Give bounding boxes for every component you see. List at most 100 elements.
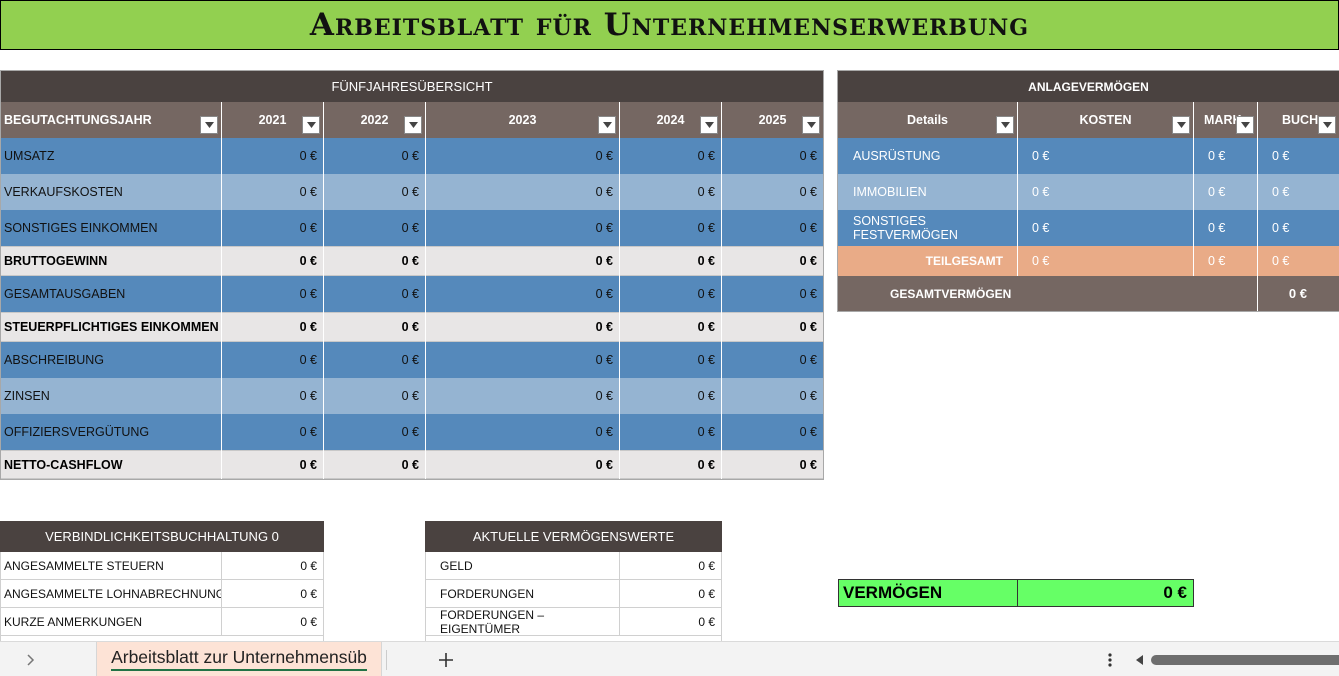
overview-value-cell[interactable]: 0 € bbox=[324, 246, 425, 276]
overview-value-cell[interactable]: 0 € bbox=[324, 174, 425, 210]
overview-value-cell[interactable]: 0 € bbox=[426, 276, 619, 312]
overview-value-cell[interactable]: 0 € bbox=[222, 138, 323, 174]
overview-value-cell[interactable]: 0 € bbox=[426, 378, 619, 414]
current-asset-row-value[interactable]: 0 € bbox=[620, 552, 722, 580]
col-header-2023[interactable]: 2023 bbox=[426, 102, 619, 138]
scroll-left-icon[interactable] bbox=[1133, 653, 1147, 667]
overview-value-cell[interactable]: 0 € bbox=[722, 378, 823, 414]
filter-dropdown-icon[interactable] bbox=[200, 116, 218, 134]
fixed-asset-row-label[interactable]: SONSTIGES FESTVERMÖGEN bbox=[838, 210, 1017, 246]
overview-value-cell[interactable]: 0 € bbox=[324, 276, 425, 312]
liability-row-value[interactable]: 0 € bbox=[222, 552, 324, 580]
overview-value-cell[interactable]: 0 € bbox=[426, 210, 619, 246]
filter-dropdown-icon[interactable] bbox=[802, 116, 820, 134]
overview-value-cell[interactable]: 0 € bbox=[222, 210, 323, 246]
overview-value-cell[interactable]: 0 € bbox=[222, 342, 323, 378]
overview-value-cell[interactable]: 0 € bbox=[620, 312, 721, 342]
overview-value-cell[interactable]: 0 € bbox=[222, 276, 323, 312]
overview-row-label[interactable]: ZINSEN bbox=[1, 378, 221, 414]
fixed-asset-cost[interactable]: 0 € bbox=[1018, 174, 1193, 210]
overview-value-cell[interactable]: 0 € bbox=[222, 414, 323, 450]
fixed-asset-cost[interactable]: 0 € bbox=[1018, 138, 1193, 174]
overview-value-cell[interactable]: 0 € bbox=[722, 174, 823, 210]
overview-value-cell[interactable]: 0 € bbox=[620, 414, 721, 450]
overview-value-cell[interactable]: 0 € bbox=[426, 138, 619, 174]
current-asset-row-label[interactable]: GELD bbox=[425, 552, 620, 580]
current-asset-row-value[interactable]: 0 € bbox=[620, 608, 722, 636]
liability-row-label[interactable]: ANGESAMMELTE LOHNABRECHNUNG bbox=[0, 580, 222, 608]
filter-dropdown-icon[interactable] bbox=[598, 116, 616, 134]
fixed-asset-row-label[interactable]: IMMOBILIEN bbox=[838, 174, 1017, 210]
subtotal-cost[interactable]: 0 € bbox=[1018, 246, 1193, 276]
filter-dropdown-icon[interactable] bbox=[700, 116, 718, 134]
overview-value-cell[interactable]: 0 € bbox=[426, 312, 619, 342]
overview-value-cell[interactable]: 0 € bbox=[324, 450, 425, 479]
overview-value-cell[interactable]: 0 € bbox=[620, 174, 721, 210]
fixed-asset-book[interactable]: 0 € bbox=[1258, 138, 1339, 174]
filter-dropdown-icon[interactable] bbox=[302, 116, 320, 134]
current-asset-row-label[interactable]: FORDERUNGEN bbox=[425, 580, 620, 608]
overview-value-cell[interactable]: 0 € bbox=[222, 174, 323, 210]
sheet-tab-active[interactable]: Arbeitsblatt zur Unternehmensüb bbox=[96, 642, 382, 676]
subtotal-mark[interactable]: 0 € bbox=[1194, 246, 1257, 276]
fixed-asset-mark[interactable]: 0 € bbox=[1194, 174, 1257, 210]
overview-value-cell[interactable]: 0 € bbox=[222, 312, 323, 342]
overview-row-label[interactable]: VERKAUFSKOSTEN bbox=[1, 174, 221, 210]
overview-value-cell[interactable]: 0 € bbox=[620, 138, 721, 174]
fixed-asset-mark[interactable]: 0 € bbox=[1194, 210, 1257, 246]
overview-value-cell[interactable]: 0 € bbox=[620, 450, 721, 479]
overview-value-cell[interactable]: 0 € bbox=[426, 246, 619, 276]
overview-value-cell[interactable]: 0 € bbox=[722, 138, 823, 174]
subtotal-label[interactable]: TEILGESAMT bbox=[838, 246, 1017, 276]
overview-value-cell[interactable]: 0 € bbox=[324, 378, 425, 414]
overview-value-cell[interactable]: 0 € bbox=[722, 312, 823, 342]
fixed-asset-row-label[interactable]: AUSRÜSTUNG bbox=[838, 138, 1017, 174]
overview-value-cell[interactable]: 0 € bbox=[324, 210, 425, 246]
sheet-nav-chevron-icon[interactable] bbox=[22, 651, 40, 669]
overview-row-label[interactable]: ABSCHREIBUNG bbox=[1, 342, 221, 378]
fixed-asset-book[interactable]: 0 € bbox=[1258, 174, 1339, 210]
overview-value-cell[interactable]: 0 € bbox=[426, 414, 619, 450]
overview-value-cell[interactable]: 0 € bbox=[620, 342, 721, 378]
fixed-asset-mark[interactable]: 0 € bbox=[1194, 138, 1257, 174]
add-sheet-plus-icon[interactable] bbox=[436, 650, 456, 670]
overview-value-cell[interactable]: 0 € bbox=[722, 450, 823, 479]
filter-dropdown-icon[interactable] bbox=[1318, 116, 1336, 134]
overview-value-cell[interactable]: 0 € bbox=[620, 246, 721, 276]
filter-dropdown-icon[interactable] bbox=[996, 116, 1014, 134]
overview-value-cell[interactable]: 0 € bbox=[620, 276, 721, 312]
col-header-kosten[interactable]: KOSTEN bbox=[1018, 102, 1193, 138]
overview-row-label[interactable]: OFFIZIERSVERGÜTUNG bbox=[1, 414, 221, 450]
overview-value-cell[interactable]: 0 € bbox=[620, 378, 721, 414]
overview-value-cell[interactable]: 0 € bbox=[722, 342, 823, 378]
assets-total-value[interactable]: 0 € bbox=[1017, 579, 1194, 607]
filter-dropdown-icon[interactable] bbox=[1172, 116, 1190, 134]
subtotal-book[interactable]: 0 € bbox=[1258, 246, 1339, 276]
current-asset-row-label[interactable]: FORDERUNGEN – EIGENTÜMER bbox=[425, 608, 620, 636]
overview-row-label[interactable]: SONSTIGES EINKOMMEN bbox=[1, 210, 221, 246]
horizontal-scrollbar-thumb[interactable] bbox=[1151, 655, 1339, 665]
overview-value-cell[interactable]: 0 € bbox=[722, 276, 823, 312]
current-asset-row-value[interactable]: 0 € bbox=[620, 580, 722, 608]
overview-value-cell[interactable]: 0 € bbox=[222, 246, 323, 276]
overview-value-cell[interactable]: 0 € bbox=[324, 312, 425, 342]
overview-value-cell[interactable]: 0 € bbox=[426, 450, 619, 479]
col-header-details[interactable]: Details bbox=[838, 102, 1017, 138]
liability-row-value[interactable]: 0 € bbox=[222, 580, 324, 608]
overview-value-cell[interactable]: 0 € bbox=[324, 342, 425, 378]
overview-value-cell[interactable]: 0 € bbox=[426, 174, 619, 210]
overview-value-cell[interactable]: 0 € bbox=[426, 342, 619, 378]
overview-value-cell[interactable]: 0 € bbox=[722, 414, 823, 450]
liability-row-value[interactable]: 0 € bbox=[222, 608, 324, 636]
liability-row-label[interactable]: KURZE ANMERKUNGEN bbox=[0, 608, 222, 636]
overview-row-label[interactable]: GESAMTAUSGABEN bbox=[1, 276, 221, 312]
fixed-asset-cost[interactable]: 0 € bbox=[1018, 210, 1193, 246]
filter-dropdown-icon[interactable] bbox=[1236, 116, 1254, 134]
total-assets-value[interactable]: 0 € bbox=[1258, 276, 1339, 311]
overview-row-label[interactable]: STEUERPFLICHTIGES EINKOMMEN bbox=[1, 312, 221, 342]
col-header-year[interactable]: BEGUTACHTUNGSJAHR bbox=[1, 102, 221, 138]
fixed-asset-book[interactable]: 0 € bbox=[1258, 210, 1339, 246]
more-options-icon[interactable] bbox=[1103, 651, 1117, 669]
overview-row-label[interactable]: UMSATZ bbox=[1, 138, 221, 174]
overview-value-cell[interactable]: 0 € bbox=[222, 378, 323, 414]
